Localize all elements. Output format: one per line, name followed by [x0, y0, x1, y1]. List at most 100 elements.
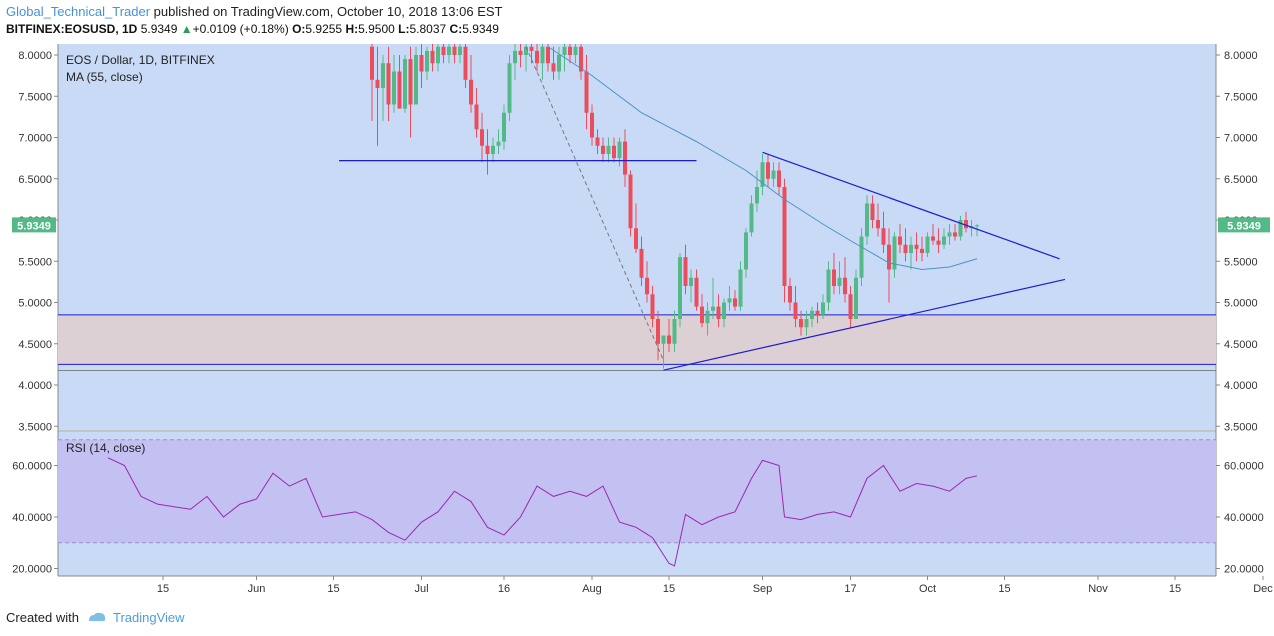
candle-body [436, 46, 440, 64]
price-tick-label-left: 3.5000 [18, 421, 52, 433]
candle-body [441, 46, 446, 55]
candle-body [909, 244, 913, 253]
symbol-info: BITFINEX:EOSUSD, 1D 5.9349 ▲+0.0109 (+0.… [6, 22, 499, 36]
candle-body [639, 248, 644, 278]
high-value: 5.9500 [358, 22, 395, 36]
candle-body [793, 302, 798, 319]
candle-body [678, 257, 682, 319]
candle-body [694, 277, 699, 307]
candle-body [738, 269, 743, 307]
candle-body [661, 335, 666, 344]
price-tick-label-right: 4.5000 [1224, 339, 1258, 351]
price-tick-label-left: 5.5000 [18, 256, 52, 268]
time-tick-label: Sep [753, 583, 773, 595]
candle-body [419, 55, 424, 72]
last-price-marker-left [12, 217, 56, 233]
candle-body [854, 277, 858, 319]
publish-info: Global_Technical_Trader published on Tra… [6, 4, 503, 19]
candle-body [865, 203, 869, 237]
rsi-band [58, 439, 1216, 543]
symbol-label: BITFINEX:EOSUSD, 1D [6, 22, 138, 36]
price-tick-label-right: 7.5000 [1224, 91, 1258, 103]
candle-body [936, 240, 941, 245]
candle-body [914, 244, 919, 249]
candle-body [507, 63, 512, 113]
candle-body [876, 220, 880, 229]
candle-body [474, 104, 479, 130]
rsi-title: RSI (14, close) [66, 441, 145, 455]
candles [370, 44, 979, 369]
candle-body [821, 302, 825, 315]
rsi-tick-label-left: 20.0000 [12, 564, 52, 576]
candle-body [430, 50, 435, 64]
candle-body [650, 294, 655, 319]
candle-body [931, 236, 935, 241]
price-tick-label-right: 5.0000 [1224, 298, 1258, 310]
time-tick-label: Jul [414, 583, 428, 595]
upper-trendline [762, 151, 1060, 260]
candle-body [381, 63, 385, 88]
price-tick-label-left: 4.0000 [18, 380, 52, 392]
candle-body [953, 232, 957, 237]
candle-body [881, 228, 886, 245]
left-axis-bg [0, 44, 58, 576]
candle-body [777, 170, 781, 187]
candle-body [903, 244, 908, 253]
candle-body [540, 46, 545, 64]
candle-body [804, 319, 809, 328]
candle-body [810, 310, 814, 319]
candle-body [975, 225, 979, 227]
author-link[interactable]: Global_Technical_Trader [6, 4, 151, 19]
candle-body [590, 112, 594, 138]
candle-body [870, 203, 875, 220]
candle-body [634, 228, 638, 249]
close-value: 5.9349 [462, 22, 499, 36]
lower-trendline [663, 278, 1066, 371]
candle-body [628, 174, 633, 229]
time-tick-label: Aug [582, 583, 602, 595]
tradingview-link[interactable]: TradingView [112, 610, 185, 625]
candle-body [606, 145, 611, 154]
candle-body [826, 269, 831, 303]
candle-body [491, 145, 495, 154]
time-tick-label: 15 [157, 583, 169, 595]
price-chart-title: EOS / Dollar, 1D, BITFINEX [66, 53, 215, 67]
candle-body [617, 141, 622, 159]
candle-body [557, 55, 561, 72]
tradingview-logo-icon [87, 611, 107, 626]
price-tick-label-left: 6.5000 [18, 174, 52, 186]
candle-body [920, 248, 924, 253]
candle-body [837, 277, 842, 286]
rsi-tick-label-right: 60.0000 [1224, 461, 1264, 473]
open-label: O: [292, 22, 306, 36]
candle-body [546, 46, 550, 64]
rsi-line [107, 457, 978, 567]
up-arrow-icon: ▲ [180, 22, 193, 36]
candle-body [832, 269, 836, 286]
candle-body [623, 141, 627, 175]
last-price-label-left: 5.9349 [17, 220, 51, 232]
price-tick-label-right: 3.5000 [1224, 421, 1258, 433]
candle-body [370, 46, 374, 80]
candle-body [700, 306, 704, 324]
candle-body [771, 170, 776, 179]
candle-body [414, 55, 418, 105]
created-with-text: Created with [6, 610, 79, 625]
price-tick-label-right: 4.0000 [1224, 380, 1258, 392]
candle-body [788, 286, 792, 303]
price-tick-label-right: 6.5000 [1224, 174, 1258, 186]
candle-body [892, 236, 897, 270]
time-tick-label: 15 [998, 583, 1010, 595]
candle-body [782, 187, 787, 286]
candle-body [887, 244, 891, 270]
last-price-label-right: 5.9349 [1227, 220, 1261, 232]
candle-body [716, 306, 721, 319]
candle-body [469, 79, 473, 105]
candle-body [392, 71, 396, 105]
time-tick-label: 15 [1169, 583, 1181, 595]
candle-body [859, 236, 864, 278]
time-tick-label: Nov [1088, 583, 1108, 595]
candle-body [447, 46, 451, 55]
price-tick-label-left: 7.5000 [18, 91, 52, 103]
